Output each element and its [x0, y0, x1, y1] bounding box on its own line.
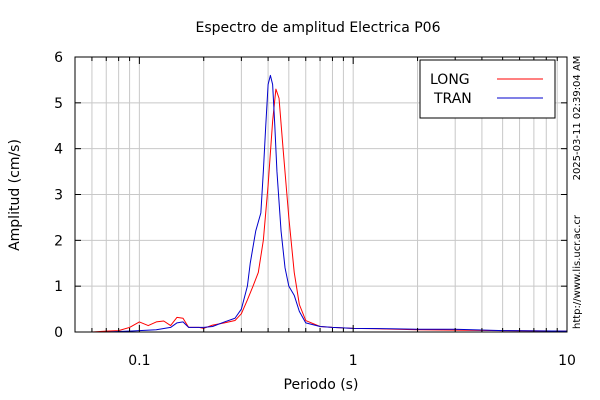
y-tick-label: 3 [54, 188, 63, 204]
y-tick-label: 6 [54, 50, 63, 66]
x-tick-label: 0.1 [128, 353, 150, 369]
series-lines [75, 74, 568, 333]
series-line-tran [75, 74, 568, 333]
timestamp-text: 2025-03-11 02:39:04 AM [572, 56, 583, 181]
y-tick-label: 2 [54, 233, 63, 249]
legend-label-long: LONG [430, 72, 470, 88]
y-tick-label: 4 [54, 142, 63, 158]
y-tick-label: 0 [54, 325, 63, 341]
axis-ticks: 0.1 1 10 0 1 2 3 4 5 6 [54, 50, 576, 369]
y-tick-label: 5 [54, 96, 63, 112]
legend-box [419, 59, 556, 119]
chart-title: Espectro de amplitud Electrica P06 [196, 20, 441, 36]
x-axis-label: Periodo (s) [284, 377, 359, 393]
source-url-text: http://www.lis.ucr.ac.cr [572, 214, 583, 329]
y-axis-label: Amplitud (cm/s) [7, 139, 23, 251]
y-tick-label: 1 [54, 279, 63, 295]
x-tick-label: 10 [558, 353, 576, 369]
legend-label-tran: TRAN [433, 91, 472, 107]
grid [74, 56, 568, 333]
legend: LONG TRAN [419, 59, 556, 119]
x-tick-label: 1 [349, 353, 358, 369]
